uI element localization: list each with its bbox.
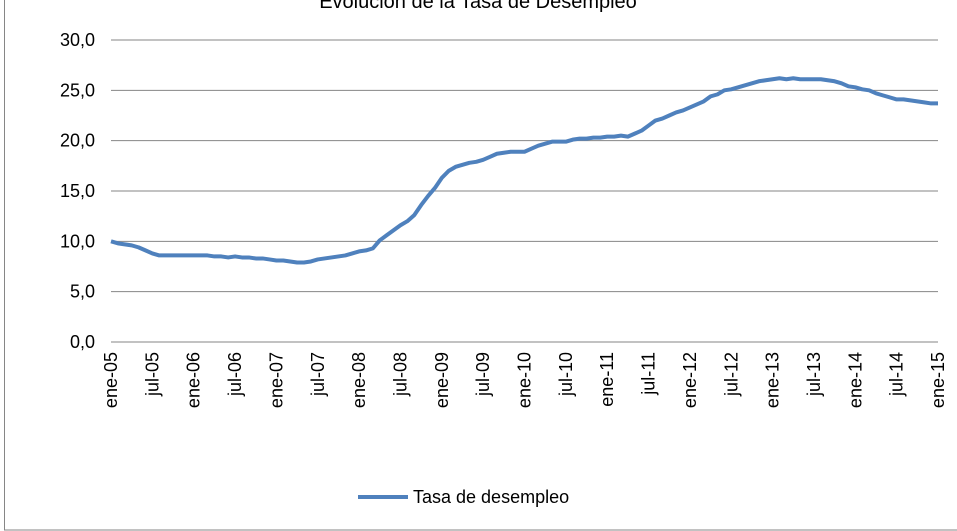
x-tick-label: jul-06 <box>225 352 245 397</box>
x-tick-label: jul-10 <box>556 352 576 397</box>
legend-label: Tasa de desempleo <box>413 487 569 507</box>
chart-border <box>4 0 957 531</box>
y-tick-label: 10,0 <box>60 231 95 251</box>
chart-title: Evolución de la Tasa de Desempleo <box>319 0 637 13</box>
x-tick-label: jul-09 <box>473 352 493 397</box>
x-tick-label: ene-14 <box>845 352 865 408</box>
y-tick-label: 25,0 <box>60 80 95 100</box>
x-tick-label: ene-11 <box>597 352 617 407</box>
y-tick-label: 5,0 <box>70 282 95 302</box>
x-tick-label: jul-13 <box>804 352 824 397</box>
x-tick-label: ene-09 <box>432 352 452 408</box>
x-tick-label: jul-12 <box>721 352 741 397</box>
data-line <box>110 76 938 265</box>
y-tick-label: 20,0 <box>60 131 95 151</box>
x-tick-label: ene-10 <box>515 352 535 408</box>
x-tick-label: jul-08 <box>390 352 410 397</box>
x-tick-label: ene-12 <box>680 352 700 408</box>
x-tick-label: ene-13 <box>763 352 783 408</box>
y-tick-label: 30,0 <box>60 30 95 50</box>
x-tick-label: jul-11 <box>639 352 659 396</box>
x-tick-label: ene-15 <box>928 352 948 408</box>
x-tick-label: ene-07 <box>266 352 286 408</box>
y-tick-label: 15,0 <box>60 181 95 201</box>
y-tick-label: 0,0 <box>70 332 95 352</box>
x-tick-label: jul-14 <box>887 352 907 397</box>
x-tick-label: ene-05 <box>101 352 121 408</box>
x-tick-label: jul-07 <box>308 352 328 397</box>
x-tick-label: ene-06 <box>184 352 204 408</box>
x-tick-label: jul-05 <box>142 352 162 397</box>
x-tick-label: ene-08 <box>349 352 369 408</box>
